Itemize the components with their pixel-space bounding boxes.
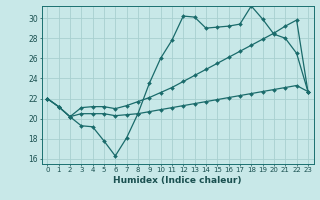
- X-axis label: Humidex (Indice chaleur): Humidex (Indice chaleur): [113, 176, 242, 185]
